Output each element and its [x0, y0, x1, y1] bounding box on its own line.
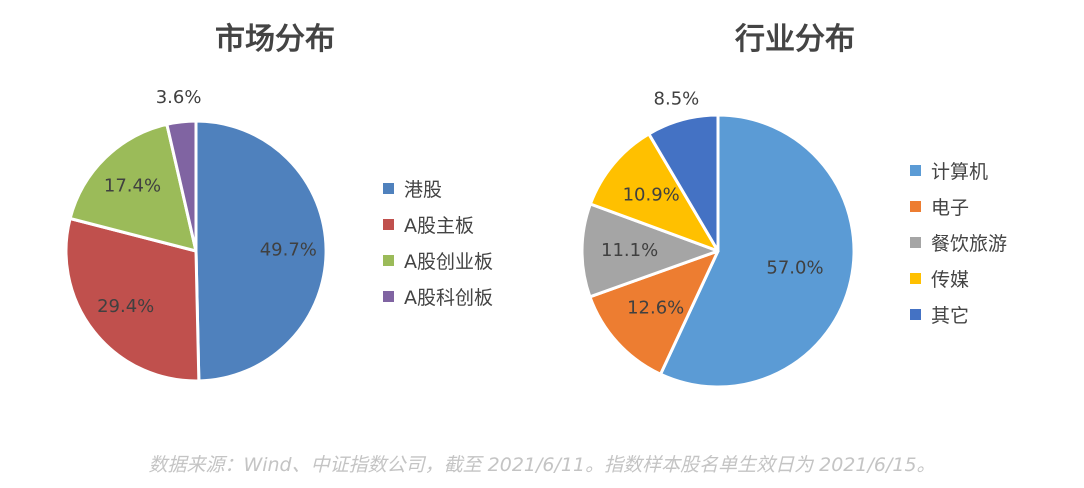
legend-item: A股创业板 [383, 242, 493, 278]
legend-industry: 计算机电子餐饮旅游传媒其它 [910, 152, 1007, 332]
legend-swatch [910, 308, 921, 320]
legend-swatch [383, 254, 394, 266]
legend-swatch [383, 290, 394, 302]
data-label-market-1: 29.4% [97, 296, 154, 317]
legend-label: 传媒 [931, 268, 970, 291]
pie-slice-industry-2 [580, 202, 720, 299]
legend-label: A股主板 [404, 214, 474, 237]
legend-item: 传媒 [910, 260, 1007, 296]
data-label-market-3: 3.6% [156, 87, 202, 108]
legend-swatch [910, 200, 921, 212]
pie-slice-market-0 [194, 119, 328, 383]
legend-label: 计算机 [931, 160, 989, 183]
legend-label: A股科创板 [404, 286, 493, 309]
data-label-market-0: 49.7% [260, 240, 317, 261]
legend-label: 其它 [931, 304, 970, 327]
legend-label: A股创业板 [404, 250, 493, 273]
legend-swatch [383, 182, 394, 194]
data-label-market-2: 17.4% [104, 175, 161, 196]
legend-label: 港股 [404, 178, 443, 201]
legend-item: 电子 [910, 188, 1007, 224]
source-note: 数据来源：Wind、中证指数公司，截至 2021/6/11。指数样本股名单生效日… [148, 454, 936, 476]
legend-swatch [910, 272, 921, 284]
legend-market: 港股 A股主板 A股创业板 A股科创板 [383, 170, 493, 314]
legend-item: 计算机 [910, 152, 1007, 188]
legend-label: 餐饮旅游 [931, 232, 1008, 255]
legend-swatch [910, 164, 921, 176]
pie-slice-industry-0 [659, 113, 856, 389]
legend-label: 电子 [931, 196, 970, 219]
data-label-industry-1: 12.6% [627, 297, 684, 318]
data-label-industry-4: 8.5% [654, 88, 700, 109]
legend-swatch [910, 236, 921, 248]
data-label-industry-3: 10.9% [623, 185, 680, 206]
data-label-industry-0: 57.0% [766, 258, 823, 279]
pie-slice-market-3 [165, 119, 198, 253]
pie-slice-industry-3 [588, 132, 720, 253]
chart-title-market: 市场分布 [215, 22, 335, 57]
pie-slice-market-1 [64, 217, 201, 383]
chart-title-industry: 行业分布 [735, 22, 855, 57]
legend-swatch [383, 218, 394, 230]
legend-item: 其它 [910, 296, 1007, 332]
pie-slice-market-2 [68, 122, 198, 253]
pie-slice-industry-1 [588, 249, 720, 376]
data-label-industry-2: 11.1% [601, 240, 658, 261]
legend-item: A股科创板 [383, 278, 493, 314]
legend-item: 餐饮旅游 [910, 224, 1007, 260]
legend-item: A股主板 [383, 206, 493, 242]
legend-item: 港股 [383, 170, 493, 206]
pie-slice-industry-4 [647, 113, 720, 253]
